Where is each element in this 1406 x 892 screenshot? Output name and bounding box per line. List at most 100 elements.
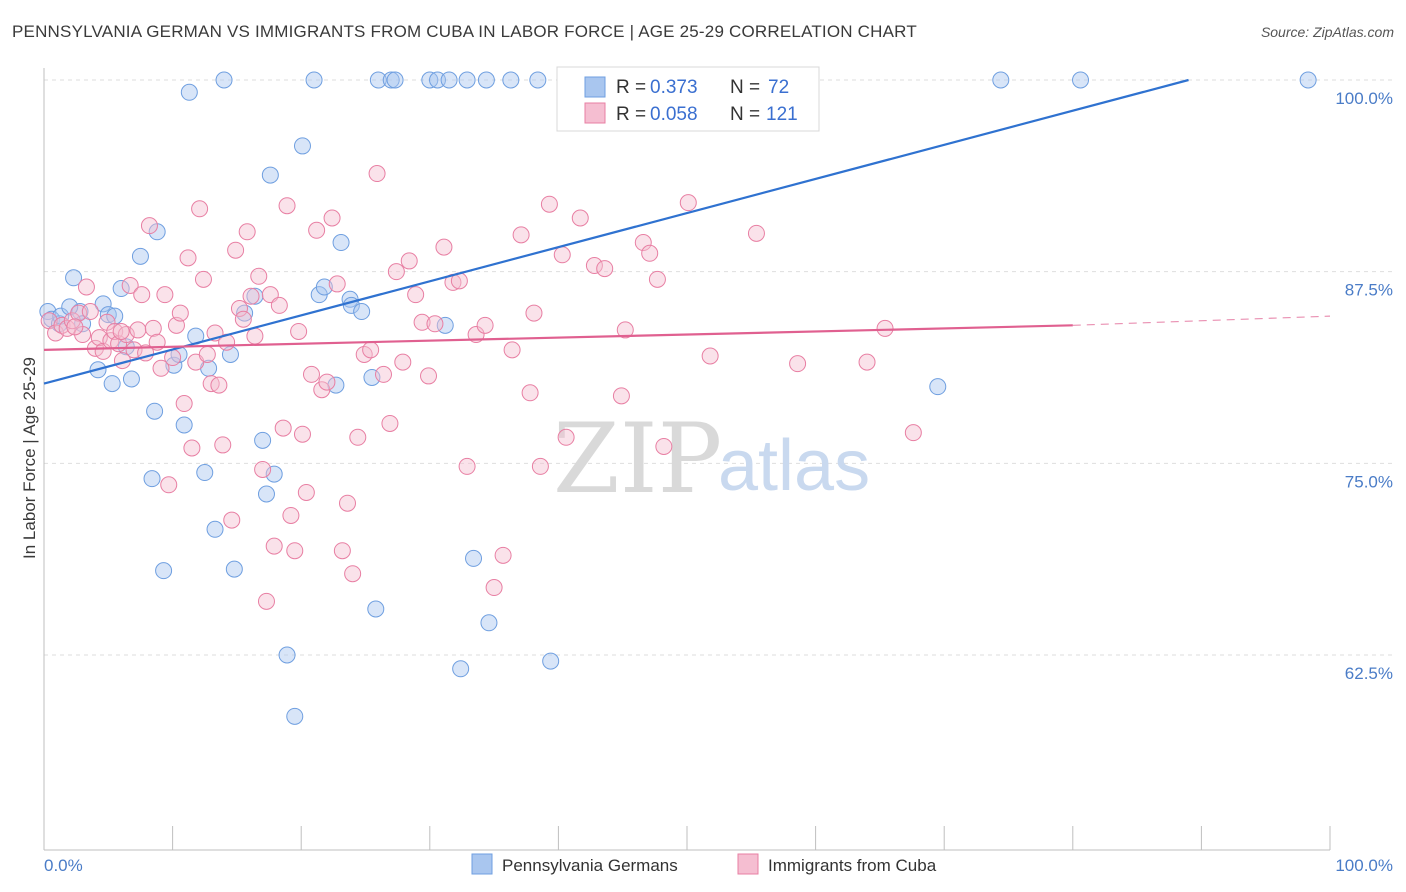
series-pennsylvania-germans: [39, 71, 1317, 725]
data-point: [175, 395, 193, 413]
legend: Pennsylvania Germans Immigrants from Cub…: [471, 853, 937, 875]
data-point: [257, 592, 275, 610]
trend-lines: [43, 78, 1331, 385]
data-point: [121, 276, 139, 294]
data-point: [353, 303, 371, 321]
data-point: [332, 234, 350, 252]
y-axis-title: In Labor Force | Age 25-29: [20, 357, 39, 559]
data-point: [215, 71, 233, 89]
stats-r-label-pink: R =: [616, 104, 646, 125]
data-point: [426, 315, 444, 333]
y-tick-labels: 62.5% 75.0% 87.5% 100.0%: [1335, 89, 1393, 683]
data-point: [103, 375, 121, 393]
data-point: [257, 485, 275, 503]
data-point: [452, 660, 470, 678]
data-point: [382, 71, 400, 89]
data-point: [323, 209, 341, 227]
stats-n-value-blue: 72: [768, 77, 789, 98]
data-point: [227, 241, 245, 259]
data-point: [367, 600, 385, 618]
trend-line: [43, 324, 1073, 351]
axes: [43, 68, 1331, 851]
data-point: [789, 355, 807, 373]
data-point: [191, 200, 209, 218]
stats-box: R = 0.373 N = 72 R = 0.058 N = 121: [556, 66, 820, 132]
y-tick-label: 100.0%: [1335, 89, 1393, 108]
trend-line: [43, 78, 1189, 385]
data-point: [293, 425, 311, 443]
data-point: [929, 378, 947, 396]
data-point: [648, 270, 666, 288]
data-point: [440, 71, 458, 89]
data-point: [381, 414, 399, 432]
data-point: [238, 223, 256, 241]
data-point: [236, 304, 254, 322]
data-point: [571, 209, 589, 227]
watermark-atlas: atlas: [718, 426, 870, 506]
data-point: [634, 234, 652, 252]
data-point: [65, 269, 83, 287]
data-point: [521, 384, 539, 402]
data-point: [77, 278, 95, 296]
data-point: [1299, 71, 1317, 89]
data-point: [655, 437, 673, 455]
data-point: [160, 476, 178, 494]
data-point: [529, 71, 547, 89]
data-point: [413, 313, 431, 331]
data-point: [194, 270, 212, 288]
data-point: [338, 494, 356, 512]
data-point: [328, 275, 346, 293]
data-point: [612, 387, 630, 405]
data-point: [180, 83, 198, 101]
data-point: [429, 71, 447, 89]
data-point: [144, 319, 162, 337]
data-point: [525, 304, 543, 322]
data-point: [435, 238, 453, 256]
data-point: [81, 303, 99, 321]
y-tick-label: 75.0%: [1345, 472, 1393, 491]
data-point: [679, 194, 697, 212]
data-point: [502, 71, 520, 89]
data-point: [362, 341, 380, 359]
data-point: [254, 431, 272, 449]
data-point: [250, 267, 268, 285]
data-point: [112, 322, 130, 340]
data-point: [387, 263, 405, 281]
data-point: [458, 457, 476, 475]
data-point: [747, 224, 765, 242]
data-point: [171, 304, 189, 322]
source-label: Source: ZipAtlas.com: [1260, 24, 1394, 40]
data-points: [39, 71, 1317, 725]
x-tick-label: 100.0%: [1335, 856, 1393, 875]
data-point: [542, 652, 560, 670]
data-point: [876, 319, 894, 337]
data-point: [286, 707, 304, 725]
data-point: [94, 295, 112, 313]
data-point: [407, 286, 425, 304]
data-point: [152, 359, 170, 377]
data-point: [701, 347, 719, 365]
data-point: [246, 327, 264, 345]
data-point: [286, 542, 304, 560]
trend-line-extension: [1072, 315, 1331, 326]
data-point: [503, 341, 521, 359]
data-point: [553, 246, 571, 264]
data-point: [140, 217, 158, 235]
data-point: [420, 367, 438, 385]
y-tick-label: 62.5%: [1345, 664, 1393, 683]
data-point: [557, 428, 575, 446]
data-point: [315, 278, 333, 296]
data-point: [131, 247, 149, 265]
data-point: [122, 370, 140, 388]
data-point: [242, 287, 260, 305]
data-point: [349, 428, 367, 446]
data-point: [641, 244, 659, 262]
data-point: [480, 614, 498, 632]
data-point: [344, 565, 362, 583]
x-tick-label: 0.0%: [44, 856, 83, 875]
data-point: [485, 579, 503, 597]
stats-r-value-blue: 0.373: [650, 77, 698, 98]
legend-swatch-immigrants-from-cuba: [737, 853, 759, 875]
stats-n-value-pink: 121: [766, 104, 798, 125]
